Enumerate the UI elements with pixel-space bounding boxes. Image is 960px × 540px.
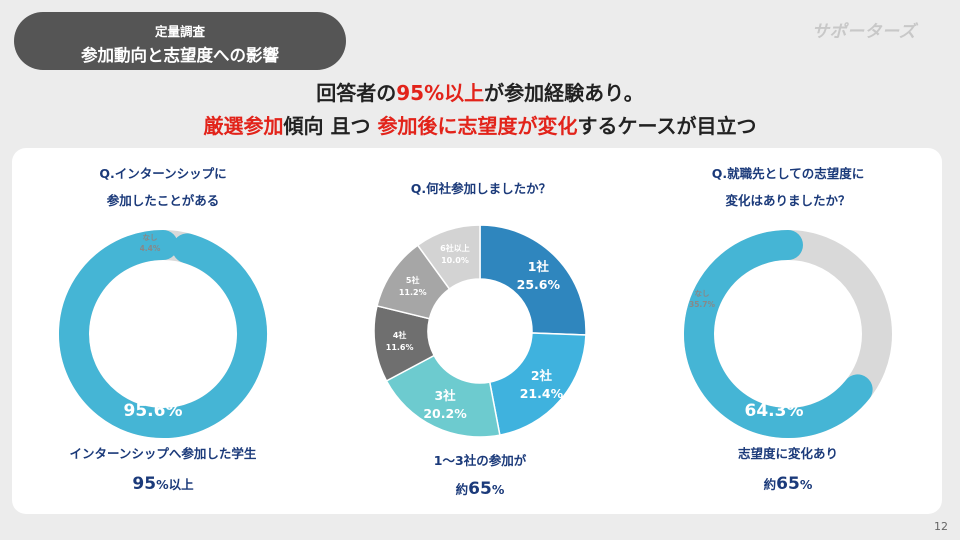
slice-2社 (488, 332, 587, 436)
summary-line: 1〜3社の参加が (433, 453, 527, 468)
headline-line-2: 厳選参加傾向 且つ 参加後に志望度が変化するケースが目立つ (0, 110, 960, 139)
summary-suffix: % (799, 477, 813, 492)
question-1: Q.インターンシップに 参加したことがある (63, 160, 263, 214)
summary-line: 志望度に変化あり (737, 446, 838, 461)
headline-highlight: 95%以上 (396, 81, 485, 105)
slice-value: 4.4% (140, 244, 161, 253)
question-line: 参加したことがある (106, 193, 220, 208)
question-2: Q.何社参加しましたか？ (373, 175, 589, 202)
question-line: Q.就職先としての志望度に (711, 166, 865, 181)
headline-text: 回答者の (316, 81, 397, 105)
summary-big: 95%以上 (33, 474, 293, 494)
slice-value: 21.4% (520, 386, 564, 401)
headline-text: するケースが目立つ (577, 114, 757, 138)
summary-1: インターンシップへ参加した学生 95%以上 (33, 443, 293, 494)
question-line: Q.インターンシップに (99, 166, 227, 181)
slice-label: 4社 (393, 330, 407, 340)
slice-label: 3社 (434, 388, 456, 403)
slice-value: 10.0% (441, 256, 469, 265)
badge-category: 定量調査 (154, 24, 205, 39)
slice-1社 (479, 224, 587, 336)
brand-logo: サポーターズ (812, 22, 917, 42)
summary-suffix: % (491, 482, 505, 497)
question-line: 変化はありましたか？ (725, 193, 851, 208)
slice-label: 6社以上 (440, 243, 470, 253)
question-line: Q.何社参加しましたか？ (410, 181, 552, 196)
slice-3社 (385, 354, 501, 438)
summary-prefix: 約 (455, 482, 469, 497)
summary-suffix: %以上 (156, 477, 194, 492)
summary-3: 志望度に変化あり 約65% (658, 443, 918, 494)
slice-ある (684, 230, 873, 438)
slice-label: 1社 (528, 259, 550, 274)
slice-value: 25.6% (517, 277, 561, 292)
slice-value: 11.2% (399, 288, 427, 297)
slice-label: 5社 (406, 275, 420, 285)
slice-value: 11.6% (386, 343, 414, 352)
slice-value: 20.2% (423, 406, 467, 421)
summary-line: インターンシップへ参加した学生 (69, 446, 257, 461)
section-badge: 定量調査 参加動向と志望度への影響 (14, 12, 346, 70)
page-number: 12 (934, 520, 948, 533)
summary-2: 1〜3社の参加が 約65% (350, 450, 610, 499)
donut-chart-companies: 1社 25.6% 2社 21.4% 3社 20.2% 4社 11.6% 5社 11.2% 6社以上 1… (373, 224, 587, 438)
question-3: Q.就職先としての志望度に 変化はありましたか？ (678, 160, 898, 214)
headline-line-1: 回答者の95%以上が参加経験あり。 (0, 77, 960, 106)
slice-label: なし (143, 233, 158, 242)
slice-6社以上 (416, 224, 481, 290)
headline-text: 傾向 且つ (283, 114, 378, 138)
slice-label: 2社 (531, 368, 553, 383)
slice-value: 64.3% (745, 401, 804, 421)
summary-big: 約65% (350, 479, 610, 499)
content-panel (12, 148, 942, 514)
slice-ある (59, 230, 267, 438)
slice-label: なし (695, 289, 710, 298)
headline-text: が参加経験あり。 (484, 81, 644, 105)
summary-number: 65 (776, 474, 800, 494)
summary-number: 95 (132, 474, 157, 494)
badge-title: 参加動向と志望度への影響 (81, 46, 279, 65)
slice-value: 35.7% (689, 300, 716, 309)
headline-highlight: 厳選参加 (203, 114, 284, 138)
slice-label: ある (143, 388, 163, 401)
summary-big: 約65% (658, 474, 918, 494)
slice-value: 95.6% (124, 401, 183, 421)
slice-label: ある (764, 388, 784, 401)
summary-prefix: 約 (763, 477, 777, 492)
headline-highlight: 参加後に志望度が変化 (377, 114, 578, 138)
summary-number: 65 (468, 479, 492, 499)
